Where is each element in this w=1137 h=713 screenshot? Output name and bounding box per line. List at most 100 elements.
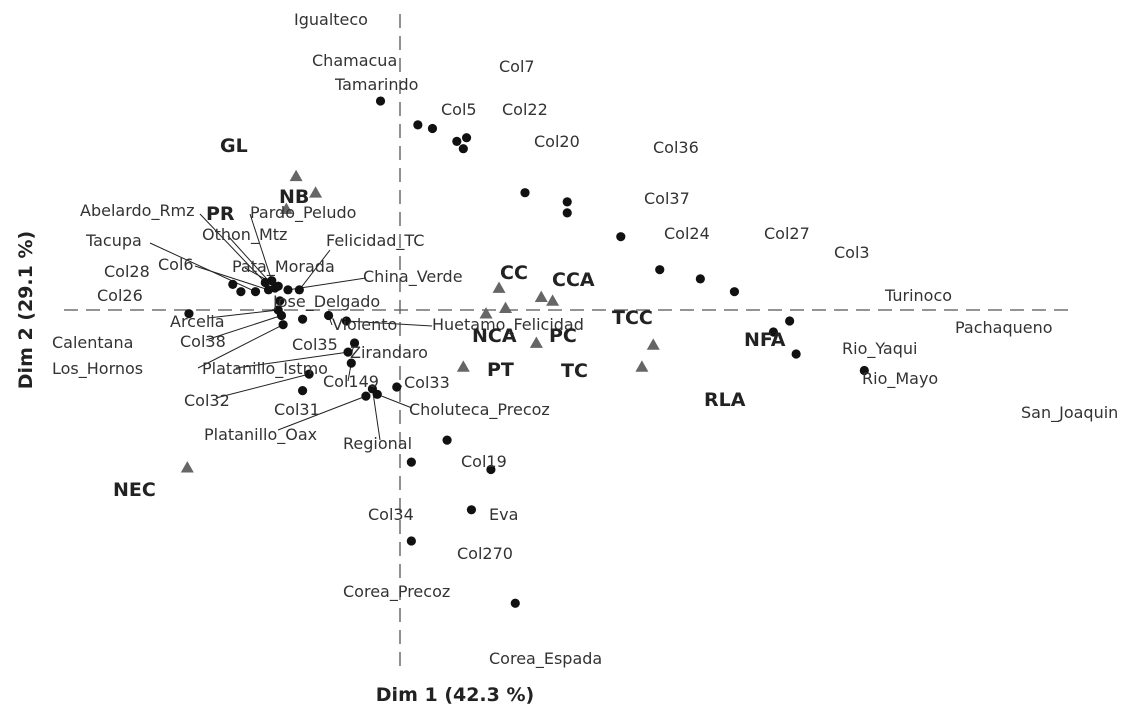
variable-rla	[635, 360, 649, 372]
point-igualteco	[375, 96, 386, 106]
point-felicidad-tc	[294, 285, 304, 295]
label-corea-espada: Corea_Espada	[489, 649, 602, 669]
point-col3	[695, 274, 705, 284]
label-col34: Col34	[368, 505, 414, 524]
label-san-joaquin: San_Joaquin	[1021, 403, 1118, 423]
label-china-verde: China_Verde	[363, 267, 463, 287]
label-col26: Col26	[97, 286, 143, 305]
label-col20: Col20	[534, 132, 580, 151]
point-tacupa	[250, 287, 261, 297]
point-corea-espada	[510, 598, 520, 608]
label-col149: Col149	[323, 372, 379, 391]
point-corea-precoz	[406, 536, 416, 546]
variable-nca	[479, 307, 493, 319]
label-platanillo-istmo: Platanillo_Istmo	[202, 359, 328, 379]
label-abelardo-rmz: Abelardo_Rmz	[80, 201, 195, 221]
point-pardo-peludo	[267, 276, 277, 286]
point-col270	[466, 505, 477, 515]
label-tamarindo: Tamarindo	[334, 75, 418, 94]
label-arcelia: Arcelia	[170, 312, 225, 331]
label-col35: Col35	[292, 335, 338, 354]
leader-abelardo-rmz	[199, 213, 266, 283]
point-col7	[461, 133, 472, 143]
label-zirandaro: Zirandaro	[350, 343, 428, 362]
point-eva	[486, 464, 496, 475]
point-col38	[276, 310, 287, 321]
leader-col32	[215, 373, 310, 399]
leader-lines	[149, 213, 433, 441]
leader-platanillo-istmo	[235, 351, 349, 369]
leader-choluteca-precoz	[377, 393, 413, 409]
label-felicidad-tc: Felicidad_TC	[326, 231, 424, 251]
label-violento: Violento	[332, 315, 397, 334]
leader-platanillo-oax	[277, 395, 367, 431]
leader-pardo-peludo	[249, 213, 273, 281]
point-jose-delgado	[275, 296, 285, 306]
label-col6: Col6	[158, 255, 194, 274]
point-col35	[297, 314, 308, 324]
label-col3: Col3	[834, 243, 870, 262]
label-huetamo-felicidad: Huetamo_Felicidad	[432, 315, 584, 335]
variable-nec	[180, 461, 194, 473]
point-platanillo-istmo	[343, 347, 353, 357]
point-labels: Igualteco Chamacua Tamarindo Col7 Col5 Col22 C…	[52, 10, 1118, 669]
label-regional: Regional	[343, 434, 412, 453]
variable-nb	[309, 186, 323, 198]
leader-col6	[194, 265, 269, 291]
variable-nfa	[646, 338, 660, 350]
point-col5	[452, 136, 462, 146]
variable-pc	[499, 301, 513, 314]
point-calentana	[184, 309, 194, 319]
point-col19	[442, 435, 452, 445]
point-col32	[304, 369, 314, 379]
y-axis-title: Dim 2 (29.1 %)	[15, 231, 37, 389]
point-col27	[655, 265, 665, 275]
leader-huetamo-felicidad	[346, 320, 433, 327]
label-calentana: Calentana	[52, 333, 133, 352]
variable-label-pt: PT	[487, 359, 514, 381]
variable-label-tcc: TCC	[612, 307, 653, 329]
point-platanillo-oax	[361, 391, 371, 401]
point-chamacua	[413, 120, 423, 130]
point-col34	[406, 457, 416, 467]
leader-tacupa	[149, 242, 256, 293]
label-igualteco: Igualteco	[294, 10, 368, 29]
variable-tc	[529, 336, 543, 348]
variable-tcc	[546, 294, 560, 306]
label-rio-mayo: Rio_Mayo	[862, 369, 938, 389]
point-rio-mayo	[791, 349, 801, 359]
label-turinoco: Turinoco	[884, 286, 952, 305]
variable-label-tc: TC	[561, 360, 588, 382]
label-othon-mtz: Othon_Mtz	[202, 225, 287, 245]
label-chamacua: Chamacua	[312, 51, 397, 70]
label-col32: Col32	[184, 391, 230, 410]
label-col22: Col22	[502, 100, 548, 119]
variable-cca	[534, 290, 548, 303]
leader-col38	[205, 315, 282, 341]
point-violento	[323, 310, 334, 321]
point-col24	[616, 232, 626, 242]
point-los-hornos	[278, 320, 288, 330]
point-san-joaquin	[859, 365, 869, 376]
label-pata-morada: Pata_Morada	[232, 257, 335, 277]
label-col33: Col33	[404, 373, 450, 392]
variable-label-cca: CCA	[552, 269, 595, 291]
point-col28	[228, 279, 238, 289]
variable-gl	[289, 169, 303, 182]
point-rio-yaqui	[768, 327, 779, 337]
label-corea-precoz: Corea_Precoz	[343, 582, 450, 602]
label-col7: Col7	[499, 57, 535, 76]
variable-cc	[492, 281, 506, 293]
point-pachaqueno	[785, 316, 795, 326]
variable-label-nb: NB	[279, 186, 309, 208]
point-col31	[297, 386, 308, 396]
label-col36: Col36	[653, 138, 699, 157]
label-col24: Col24	[664, 224, 710, 243]
label-eva: Eva	[489, 505, 518, 524]
point-huetamo-felicidad	[341, 316, 352, 326]
variable-label-cc: CC	[500, 262, 528, 284]
label-col38: Col38	[180, 332, 226, 351]
point-col36	[562, 197, 572, 207]
point-col6	[263, 285, 274, 295]
